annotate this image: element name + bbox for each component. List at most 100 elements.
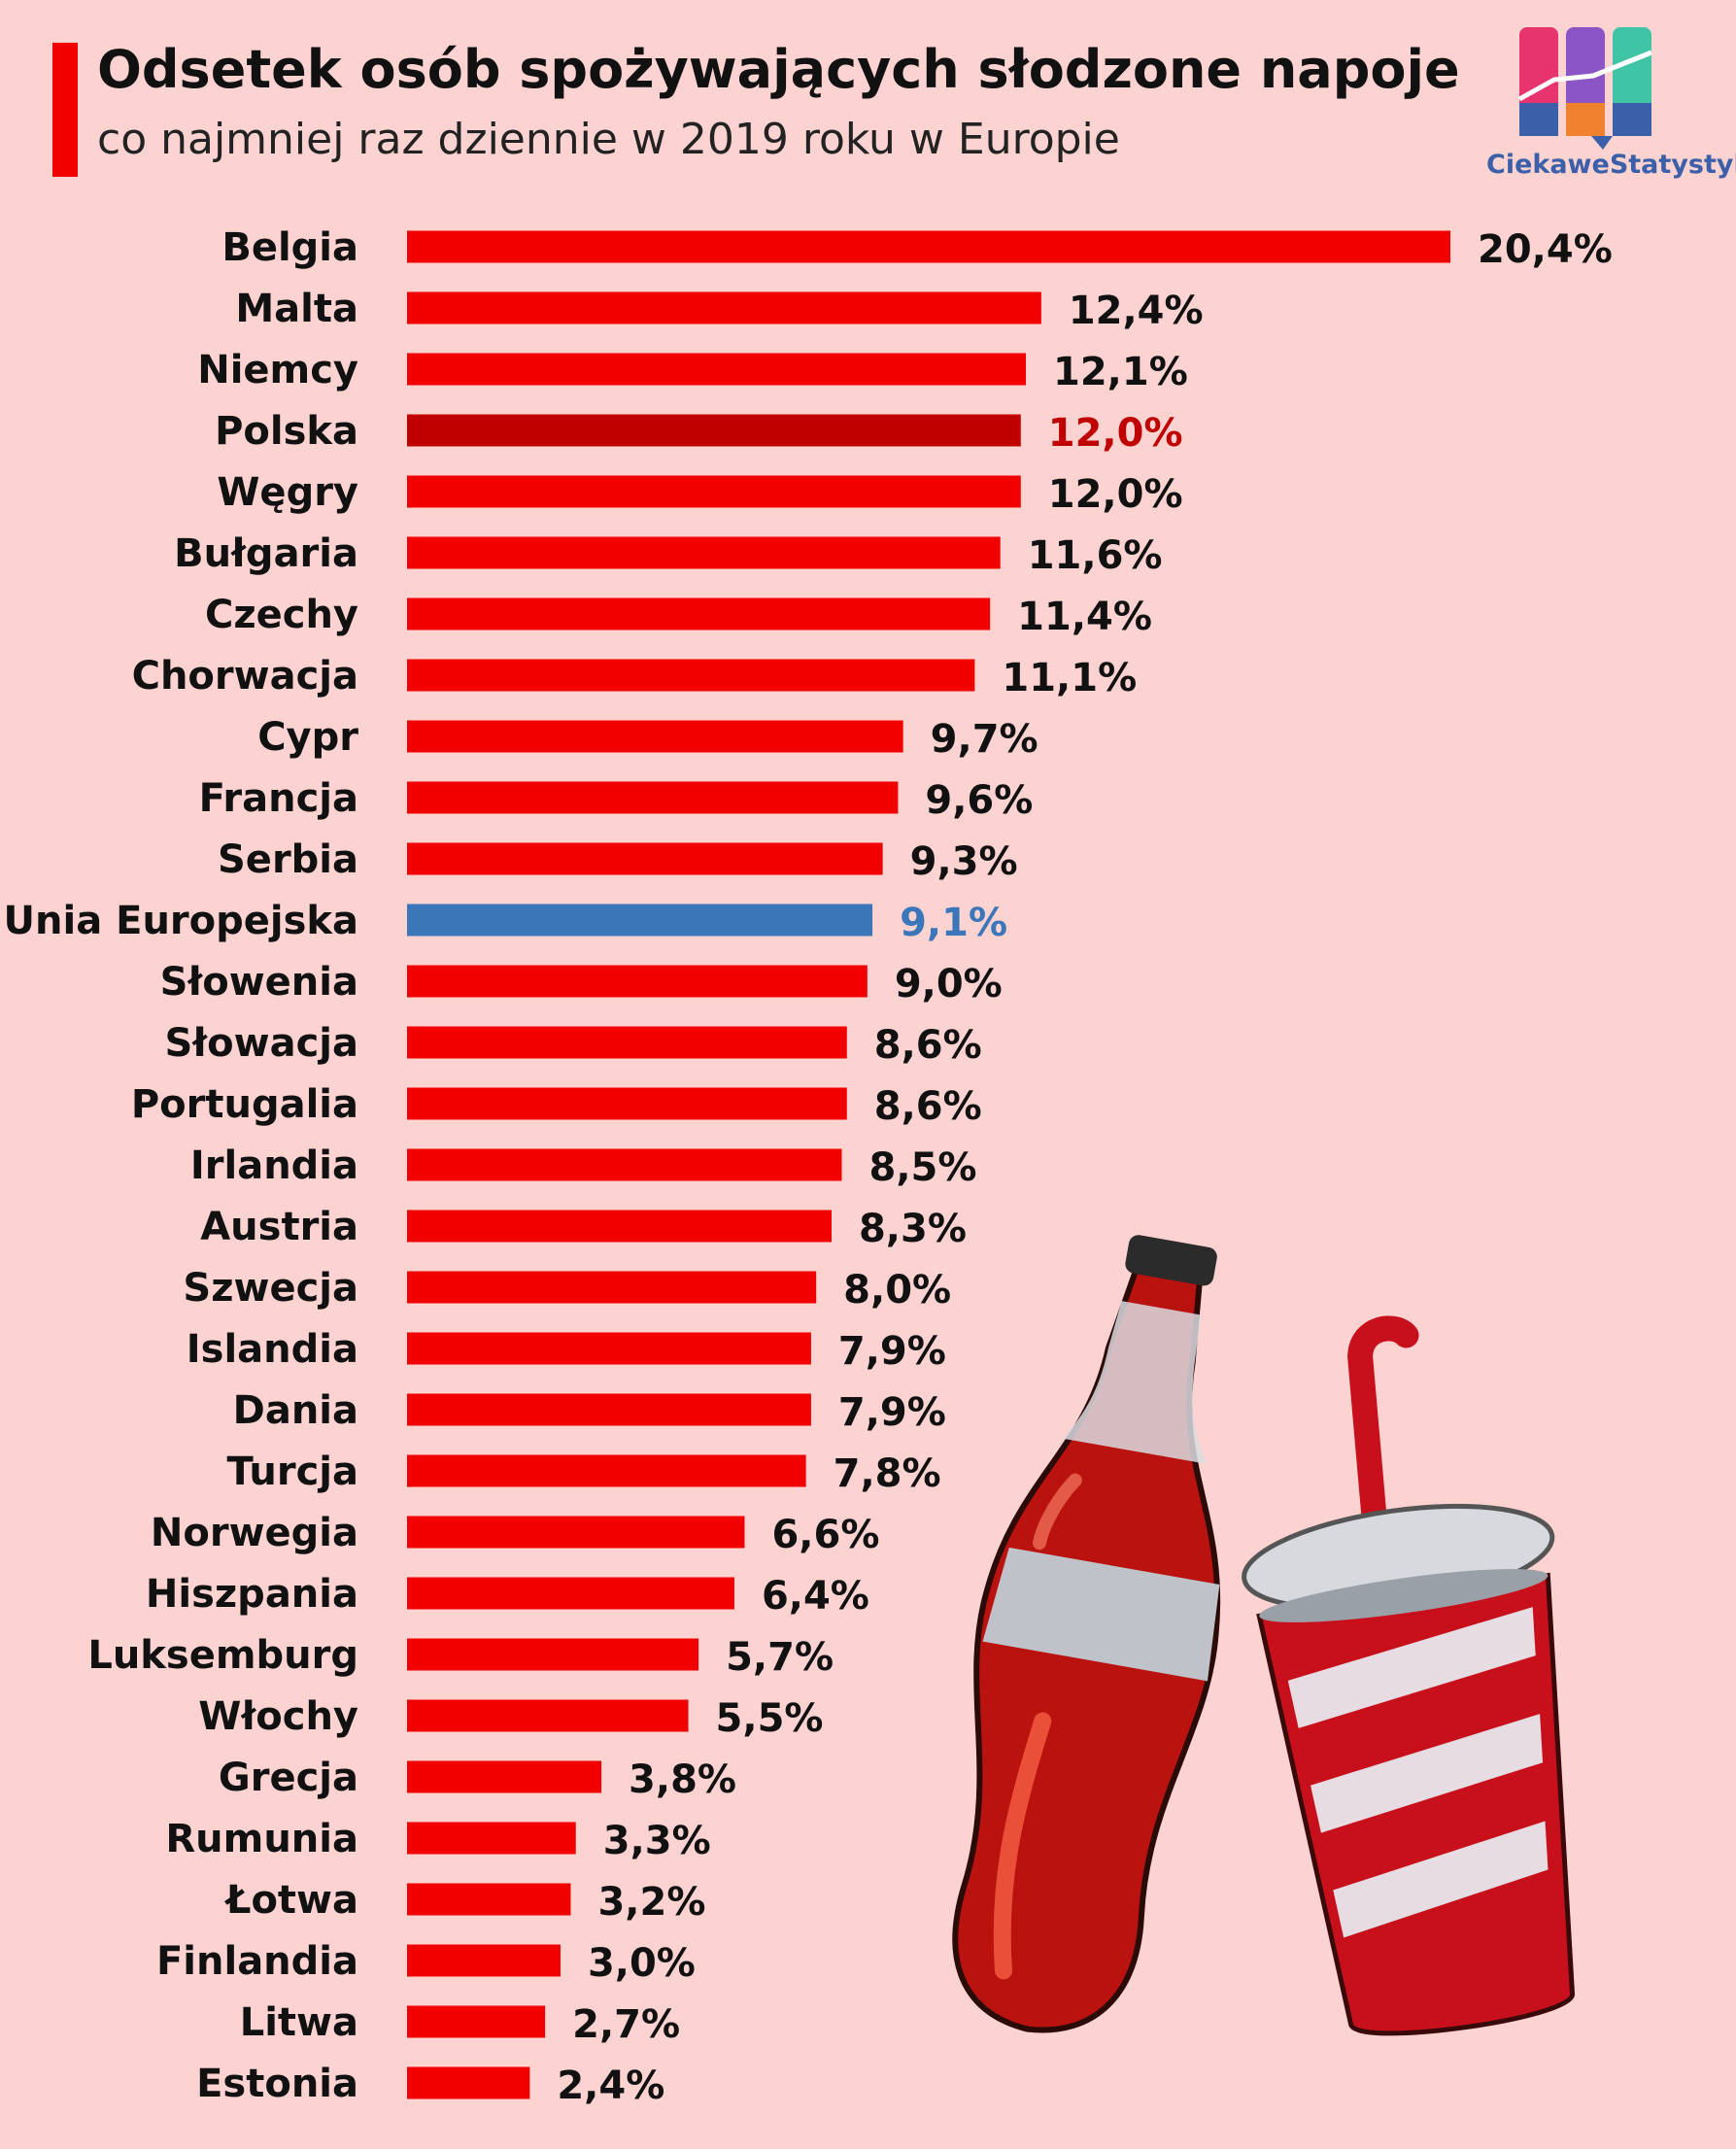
chart-title: Odsetek osób spożywających słodzone napo… [97, 39, 1460, 100]
value-label: 11,1% [1002, 656, 1137, 700]
category-label: Cypr [257, 715, 358, 760]
category-label: Finlandia [156, 1939, 358, 1984]
value-label: 7,8% [834, 1451, 941, 1496]
value-label: 5,5% [716, 1696, 824, 1741]
brand-name: CiekaweStatystyki.pl [1486, 150, 1736, 180]
bar [407, 1944, 561, 1977]
bar [407, 2005, 546, 2038]
category-label: Luksemburg [87, 1633, 358, 1678]
bar [407, 781, 899, 814]
bar [407, 904, 873, 937]
category-label: Estonia [196, 2062, 358, 2106]
category-label: Słowenia [160, 960, 358, 1005]
category-label: Hiszpania [146, 1572, 358, 1617]
value-label: 6,6% [771, 1513, 879, 1557]
value-label: 3,2% [597, 1880, 705, 1925]
category-label: Serbia [218, 837, 358, 882]
category-label: Bułgaria [174, 531, 358, 576]
value-label: 2,4% [557, 2064, 664, 2108]
value-label: 9,1% [900, 901, 1007, 945]
chart-subtitle: co najmniej raz dziennie w 2019 roku w E… [97, 115, 1120, 164]
category-label: Polska [215, 409, 358, 454]
value-label: 20,4% [1478, 227, 1613, 272]
value-label: 8,6% [874, 1084, 982, 1129]
category-label: Węgry [217, 470, 358, 515]
category-label: Chorwacja [132, 654, 358, 699]
category-label: Dania [233, 1388, 358, 1433]
category-label: Portugalia [131, 1082, 358, 1127]
category-label: Czechy [205, 593, 358, 637]
bar [407, 1454, 806, 1487]
cola-bottle-icon [952, 1235, 1221, 2033]
bar [407, 353, 1027, 386]
bar [407, 1577, 734, 1610]
category-label: Grecja [219, 1756, 358, 1800]
bar [407, 1760, 602, 1793]
value-label: 12,0% [1048, 472, 1183, 517]
bar [407, 720, 903, 753]
bar [407, 1271, 817, 1304]
bar [407, 1087, 847, 1120]
category-label: Francja [199, 776, 358, 821]
value-label: 8,0% [843, 1268, 951, 1313]
bar [407, 659, 975, 692]
bar [407, 291, 1041, 324]
bar [407, 475, 1021, 508]
bar [407, 1210, 832, 1243]
bar [407, 1332, 811, 1365]
category-label: Łotwa [224, 1878, 358, 1923]
bar [407, 597, 991, 631]
category-label: Islandia [187, 1327, 358, 1372]
title-accent-bar [52, 43, 78, 177]
bar [407, 1638, 699, 1671]
category-label: Rumunia [165, 1817, 358, 1861]
bar [407, 842, 883, 875]
category-label: Irlandia [190, 1143, 358, 1188]
bar [407, 414, 1021, 447]
value-label: 2,7% [572, 2002, 680, 2047]
category-label: Włochy [198, 1694, 358, 1739]
bar [407, 230, 1450, 263]
value-label: 11,6% [1028, 533, 1163, 578]
value-label: 3,3% [603, 1819, 711, 1863]
value-label: 12,4% [1069, 289, 1204, 333]
category-label: Malta [235, 287, 358, 331]
value-label: 3,0% [588, 1941, 696, 1986]
bar [407, 1699, 689, 1732]
bar [407, 1516, 745, 1549]
category-label: Litwa [240, 2000, 358, 2045]
value-label: 8,5% [869, 1145, 977, 1190]
value-label: 9,0% [895, 962, 1003, 1006]
category-label: Niemcy [197, 348, 358, 392]
drinks-illustration [952, 1235, 1576, 2036]
bar [407, 536, 1001, 569]
value-label: 7,9% [838, 1390, 946, 1435]
value-label: 12,1% [1053, 350, 1188, 394]
bar [407, 2066, 530, 2099]
value-label: 7,9% [838, 1329, 946, 1374]
category-label: Słowacja [165, 1021, 359, 1066]
value-label: 11,4% [1017, 595, 1152, 639]
value-label: 8,6% [874, 1023, 982, 1068]
value-label: 8,3% [859, 1207, 967, 1251]
value-label: 12,0% [1048, 411, 1183, 456]
value-label: 3,8% [629, 1757, 736, 1802]
bar [407, 1148, 842, 1181]
bar [407, 1393, 811, 1426]
bar [407, 965, 868, 998]
bar [407, 1026, 847, 1059]
value-label: 5,7% [726, 1635, 834, 1680]
category-label: Unia Europejska [4, 899, 358, 943]
value-label: 9,7% [931, 717, 1038, 762]
bar [407, 1822, 576, 1855]
soda-cup-with-straw-icon [1242, 1315, 1576, 2036]
category-label: Norwegia [151, 1511, 358, 1555]
value-label: 9,3% [910, 839, 1018, 884]
value-label: 9,6% [925, 778, 1033, 823]
bar [407, 1883, 571, 1916]
category-label: Belgia [221, 225, 358, 270]
category-label: Szwecja [183, 1266, 358, 1311]
category-label: Austria [200, 1205, 358, 1249]
category-label: Turcja [226, 1450, 358, 1494]
